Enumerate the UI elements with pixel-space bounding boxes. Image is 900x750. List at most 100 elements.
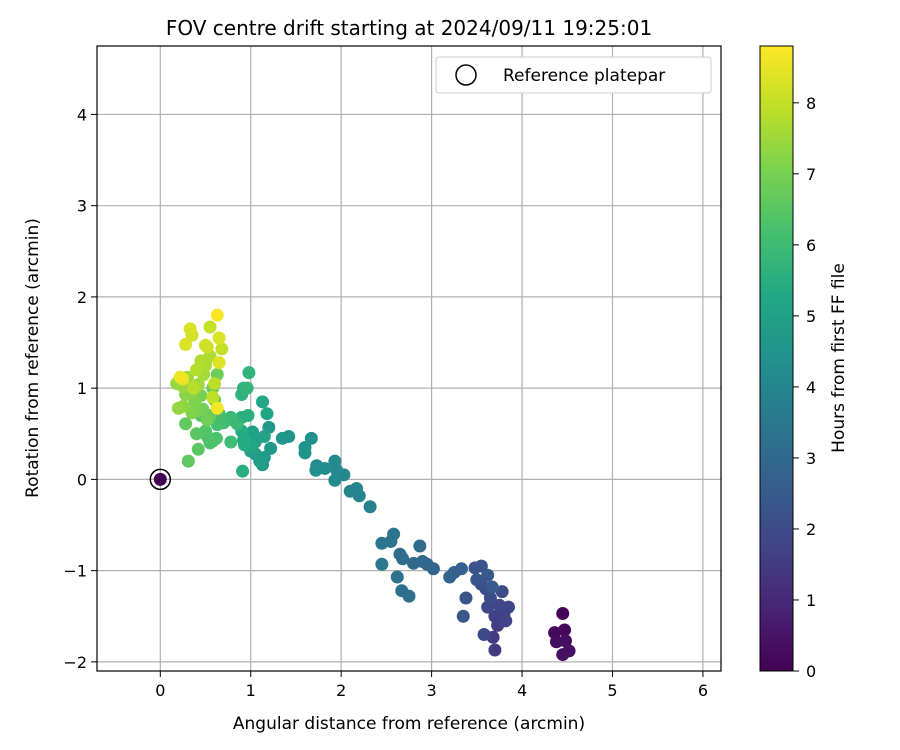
legend-entry-label: Reference platepar xyxy=(503,66,665,86)
data-point xyxy=(173,370,187,384)
colorbar: 0 1 2 3 4 5 6 7 8 Hours from first FF file xyxy=(759,45,849,681)
colorbar-tick-label: 8 xyxy=(806,94,816,113)
colorbar-ticks: 0 1 2 3 4 5 6 7 8 xyxy=(793,94,816,681)
data-point xyxy=(459,591,473,605)
plot-frame xyxy=(96,45,722,672)
data-point xyxy=(242,366,256,380)
reference-marker xyxy=(149,468,172,491)
plot-background xyxy=(97,46,721,671)
data-point xyxy=(395,584,409,598)
colorbar-tick-label: 5 xyxy=(806,307,816,326)
x-tick-label: 0 xyxy=(155,681,165,700)
data-point xyxy=(246,425,260,439)
data-point xyxy=(413,539,427,553)
chart-title: FOV centre drift starting at 2024/09/11 … xyxy=(166,16,652,40)
y-tick-label: 2 xyxy=(77,288,87,307)
x-tick-label: 4 xyxy=(517,681,527,700)
data-point xyxy=(363,500,377,514)
data-point xyxy=(255,395,269,409)
data-point xyxy=(407,556,421,570)
data-point xyxy=(179,417,193,431)
data-point xyxy=(199,338,213,352)
x-tick-label: 5 xyxy=(607,681,617,700)
data-point xyxy=(212,356,226,370)
x-tick-label: 6 xyxy=(698,681,708,700)
data-point xyxy=(558,634,572,648)
data-point xyxy=(208,377,222,391)
data-point xyxy=(264,441,278,455)
data-point xyxy=(474,559,488,573)
data-point xyxy=(495,585,509,599)
data-point xyxy=(210,418,224,432)
data-point xyxy=(153,472,167,486)
data-point xyxy=(558,623,572,637)
data-point xyxy=(443,570,457,584)
data-point xyxy=(562,644,576,658)
y-tick-label: −2 xyxy=(63,653,87,672)
colorbar-tick-label: 4 xyxy=(806,378,816,397)
y-tick-label: 4 xyxy=(77,105,87,124)
data-point xyxy=(309,463,323,477)
data-point xyxy=(456,609,470,623)
data-point xyxy=(492,598,506,612)
colorbar-tick-label: 3 xyxy=(806,449,816,468)
data-point xyxy=(191,442,205,456)
data-point xyxy=(328,454,342,468)
data-point xyxy=(236,464,250,478)
legend-frame xyxy=(435,56,712,94)
data-point xyxy=(240,381,254,395)
x-tick-label: 2 xyxy=(336,681,346,700)
data-point xyxy=(304,431,318,445)
data-point xyxy=(189,427,203,441)
data-point xyxy=(171,401,185,415)
x-tick-label: 1 xyxy=(246,681,256,700)
data-point xyxy=(206,390,220,404)
colorbar-tick-label: 2 xyxy=(806,520,816,539)
colorbar-tick-label: 0 xyxy=(806,662,816,681)
x-tick-label: 3 xyxy=(427,681,437,700)
data-point xyxy=(215,342,229,356)
data-point xyxy=(181,454,195,468)
data-point xyxy=(488,643,502,657)
colorbar-gradient xyxy=(759,45,794,672)
data-point xyxy=(298,446,312,460)
colorbar-label: Hours from first FF file xyxy=(829,263,849,453)
y-tick-label: 0 xyxy=(77,470,87,489)
data-point xyxy=(210,401,224,415)
data-point xyxy=(212,331,226,345)
data-point xyxy=(183,322,197,336)
data-point xyxy=(260,407,274,421)
y-tick-label: 3 xyxy=(77,197,87,216)
data-point xyxy=(257,430,271,444)
data-point xyxy=(485,580,499,594)
data-point xyxy=(556,607,570,621)
data-point xyxy=(210,308,224,322)
legend-reference-marker xyxy=(455,64,477,86)
data-point xyxy=(189,363,203,377)
y-tick-label: 1 xyxy=(77,379,87,398)
y-axis-label: Rotation from reference (arcmin) xyxy=(23,218,43,498)
data-point xyxy=(375,536,389,550)
data-point xyxy=(396,552,410,566)
data-point xyxy=(481,568,495,582)
data-point xyxy=(200,413,214,427)
data-point xyxy=(328,473,342,487)
data-point xyxy=(185,406,199,420)
plot-area: 0 1 2 3 4 5 6 −2 −1 0 1 2 3 4 xyxy=(63,45,722,700)
data-point xyxy=(224,435,238,449)
data-point xyxy=(237,438,251,452)
data-point xyxy=(241,409,255,423)
x-axis-label: Angular distance from reference (arcmin) xyxy=(233,714,585,734)
data-point xyxy=(499,614,513,628)
colorbar-tick-label: 6 xyxy=(806,236,816,255)
y-tick-label: −1 xyxy=(63,562,87,581)
colorbar-tick-label: 1 xyxy=(806,591,816,610)
data-point xyxy=(375,557,389,571)
colorbar-tick-label: 7 xyxy=(806,165,816,184)
data-point xyxy=(470,573,484,587)
data-point xyxy=(390,570,404,584)
data-point xyxy=(350,482,364,496)
data-point xyxy=(203,320,217,334)
data-point xyxy=(187,381,201,395)
